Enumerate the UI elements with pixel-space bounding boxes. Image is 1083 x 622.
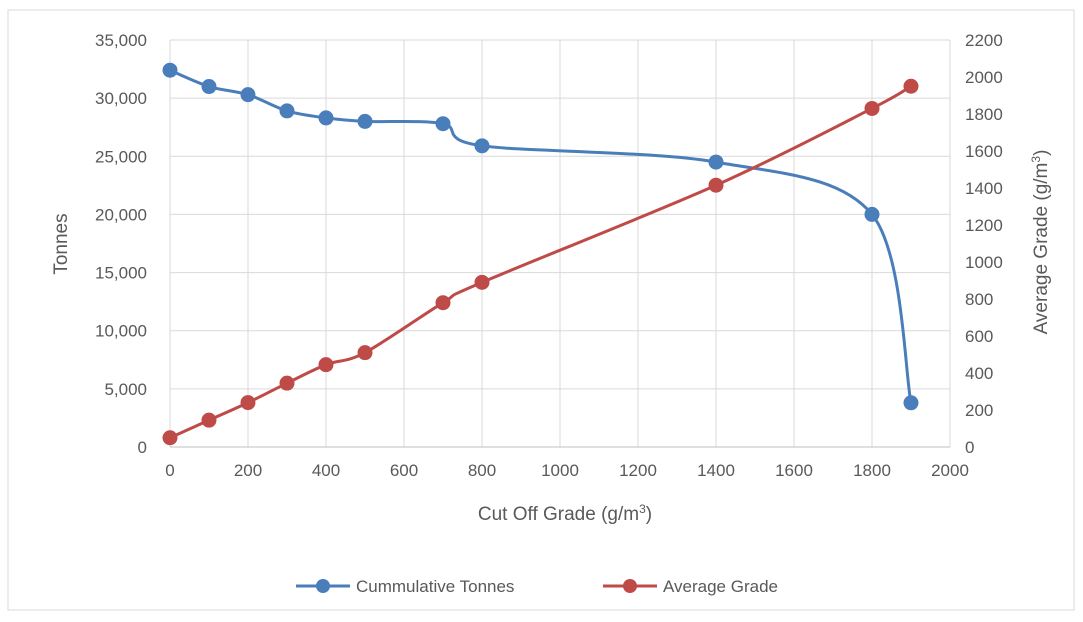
x-tick-label: 2000: [931, 461, 969, 480]
legend-item-average-grade: Average Grade: [603, 577, 778, 596]
y2-tick-label: 1200: [965, 216, 1003, 235]
legend-label: Cummulative Tonnes: [356, 577, 514, 596]
y-tick-label: 30,000: [95, 89, 147, 108]
y-tick-label: 0: [138, 438, 147, 457]
average-grade-series: [162, 78, 919, 446]
y2-tick-label: 1800: [965, 105, 1003, 124]
legend: Cummulative Tonnes Average Grade: [296, 577, 778, 596]
y-tick-label: 15,000: [95, 264, 147, 283]
cumulative-tonnes-point: [162, 62, 178, 78]
y-tick-label: 5,000: [104, 380, 147, 399]
y2-tick-label: 1400: [965, 179, 1003, 198]
horizontal-gridlines: [170, 39, 950, 448]
y-axis-tick-labels: 0 5,000 10,000 15,000 20,000 25,000 30,000 35,0…: [95, 31, 147, 457]
average-grade-point: [357, 345, 373, 361]
x-tick-label: 200: [234, 461, 262, 480]
y2-tick-label: 600: [965, 327, 993, 346]
legend-label: Average Grade: [663, 577, 778, 596]
average-grade-point: [708, 177, 724, 193]
y2-tick-label: 800: [965, 290, 993, 309]
average-grade-point: [864, 100, 880, 116]
cumulative-tonnes-point: [279, 103, 295, 119]
average-grade-point: [318, 357, 334, 373]
y-axis-title: Tonnes: [51, 213, 72, 274]
x-tick-label: 1600: [775, 461, 813, 480]
y2-tick-label: 200: [965, 401, 993, 420]
y-tick-label: 35,000: [95, 31, 147, 50]
y-tick-label: 20,000: [95, 205, 147, 224]
x-tick-label: 1800: [853, 461, 891, 480]
y-tick-label: 10,000: [95, 322, 147, 341]
average-grade-point: [435, 295, 451, 311]
cumulative-tonnes-series: [162, 62, 919, 411]
legend-swatch-marker: [623, 579, 637, 593]
legend-item-cumulative-tonnes: Cummulative Tonnes: [296, 577, 514, 596]
y2-tick-label: 2200: [965, 31, 1003, 50]
average-grade-point: [474, 274, 490, 290]
chart-border: [7, 9, 1075, 611]
x-axis-title: Cut Off Grade (g/m3): [478, 502, 652, 525]
y2-tick-label: 1600: [965, 142, 1003, 161]
x-tick-label: 1200: [619, 461, 657, 480]
y2-axis-tick-labels: 0 200 400 600 800 1000 1200 1400 1600 1800 2000 220…: [965, 31, 1003, 457]
cumulative-tonnes-point: [864, 206, 880, 222]
x-tick-label: 600: [390, 461, 418, 480]
cumulative-tonnes-point: [435, 116, 451, 132]
y2-tick-label: 1000: [965, 253, 1003, 272]
cumulative-tonnes-point: [201, 79, 217, 95]
y2-tick-label: 2000: [965, 68, 1003, 87]
legend-swatch-marker: [316, 579, 330, 593]
x-tick-label: 1400: [697, 461, 735, 480]
average-grade-point: [279, 375, 295, 391]
x-tick-label: 1000: [541, 461, 579, 480]
cumulative-tonnes-point: [357, 113, 373, 129]
y2-tick-label: 400: [965, 364, 993, 383]
cumulative-tonnes-point: [708, 154, 724, 170]
series-layer: [162, 62, 919, 446]
average-grade-point: [240, 395, 256, 411]
cumulative-tonnes-point: [903, 395, 919, 411]
x-tick-label: 0: [165, 461, 174, 480]
y-tick-label: 25,000: [95, 147, 147, 166]
y2-axis-title: Average Grade (g/m3): [1029, 150, 1052, 335]
x-tick-label: 400: [312, 461, 340, 480]
cumulative-tonnes-point: [240, 87, 256, 103]
average-grade-point: [162, 430, 178, 446]
cumulative-tonnes-point: [318, 110, 334, 126]
x-tick-label: 800: [468, 461, 496, 480]
x-axis-tick-labels: 0 200 400 600 800 1000 1200 1400 1600 1800 2000: [165, 461, 969, 480]
average-grade-point: [201, 412, 217, 428]
y2-tick-label: 0: [965, 438, 974, 457]
average-grade-point: [903, 78, 919, 94]
cumulative-tonnes-point: [474, 138, 490, 154]
